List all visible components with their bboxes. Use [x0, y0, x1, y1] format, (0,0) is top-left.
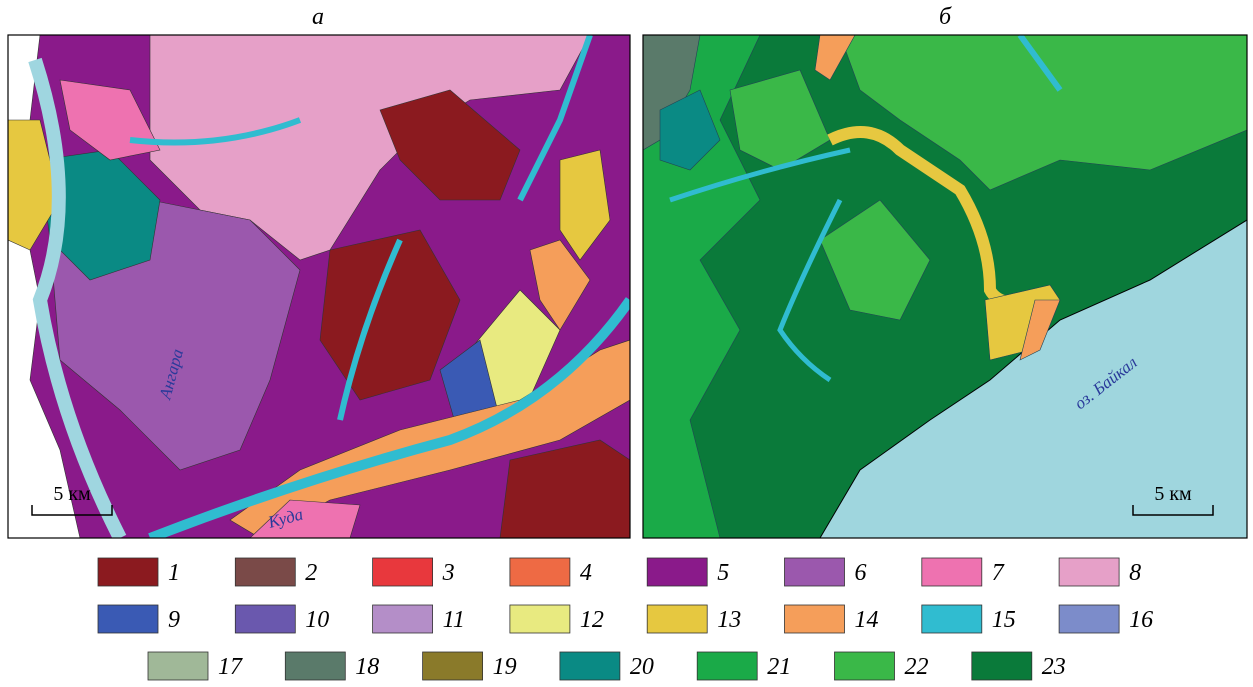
legend-swatch — [1059, 605, 1119, 633]
legend-swatch — [785, 605, 845, 633]
legend-label: 6 — [855, 560, 867, 586]
scale-label: 5 км — [1154, 483, 1192, 505]
legend-swatch — [972, 652, 1032, 680]
legend-label: 23 — [1042, 654, 1066, 680]
legend-label: 1 — [168, 560, 180, 586]
legend-swatch — [835, 652, 895, 680]
legend-swatch — [647, 605, 707, 633]
legend-label: 20 — [630, 654, 654, 680]
figure: а б Ангара Куда 5 км — [0, 0, 1253, 687]
legend-label: 3 — [442, 560, 455, 586]
legend-label: 4 — [580, 560, 592, 586]
legend-swatch — [423, 652, 483, 680]
map-b — [643, 35, 1247, 538]
legend-label: 16 — [1129, 607, 1153, 633]
legend-label: 8 — [1129, 560, 1141, 586]
legend-swatch — [697, 652, 757, 680]
legend-label: 12 — [580, 607, 604, 633]
legend-swatch — [647, 558, 707, 586]
legend-swatch — [560, 652, 620, 680]
legend-label: 15 — [992, 607, 1016, 633]
legend-swatch — [510, 605, 570, 633]
legend-swatch — [285, 652, 345, 680]
legend-label: 14 — [855, 607, 879, 633]
legend-swatch — [510, 558, 570, 586]
legend-label: 10 — [305, 607, 329, 633]
legend-swatch — [235, 605, 295, 633]
legend-swatch — [922, 605, 982, 633]
legend-swatch — [373, 605, 433, 633]
panel-label: б — [939, 4, 952, 30]
legend-label: 19 — [493, 654, 517, 680]
map-a — [8, 35, 630, 538]
legend-label: 21 — [767, 654, 791, 680]
legend-label: 13 — [717, 607, 741, 633]
legend-label: 2 — [305, 560, 317, 586]
legend-label: 11 — [443, 607, 465, 633]
legend-label: 9 — [168, 607, 180, 633]
scale-label: 5 км — [53, 483, 91, 505]
legend-swatch — [235, 558, 295, 586]
legend-swatch — [373, 558, 433, 586]
legend-swatch — [98, 558, 158, 586]
legend-label: 5 — [717, 560, 729, 586]
legend-swatch — [1059, 558, 1119, 586]
legend-label: 18 — [355, 654, 379, 680]
legend-swatch — [148, 652, 208, 680]
legend-label: 22 — [905, 654, 929, 680]
legend-swatch — [922, 558, 982, 586]
legend-label: 17 — [218, 654, 243, 680]
legend-swatch — [98, 605, 158, 633]
legend-swatch — [785, 558, 845, 586]
panel-label: а — [312, 4, 324, 30]
legend-label: 7 — [992, 560, 1005, 586]
